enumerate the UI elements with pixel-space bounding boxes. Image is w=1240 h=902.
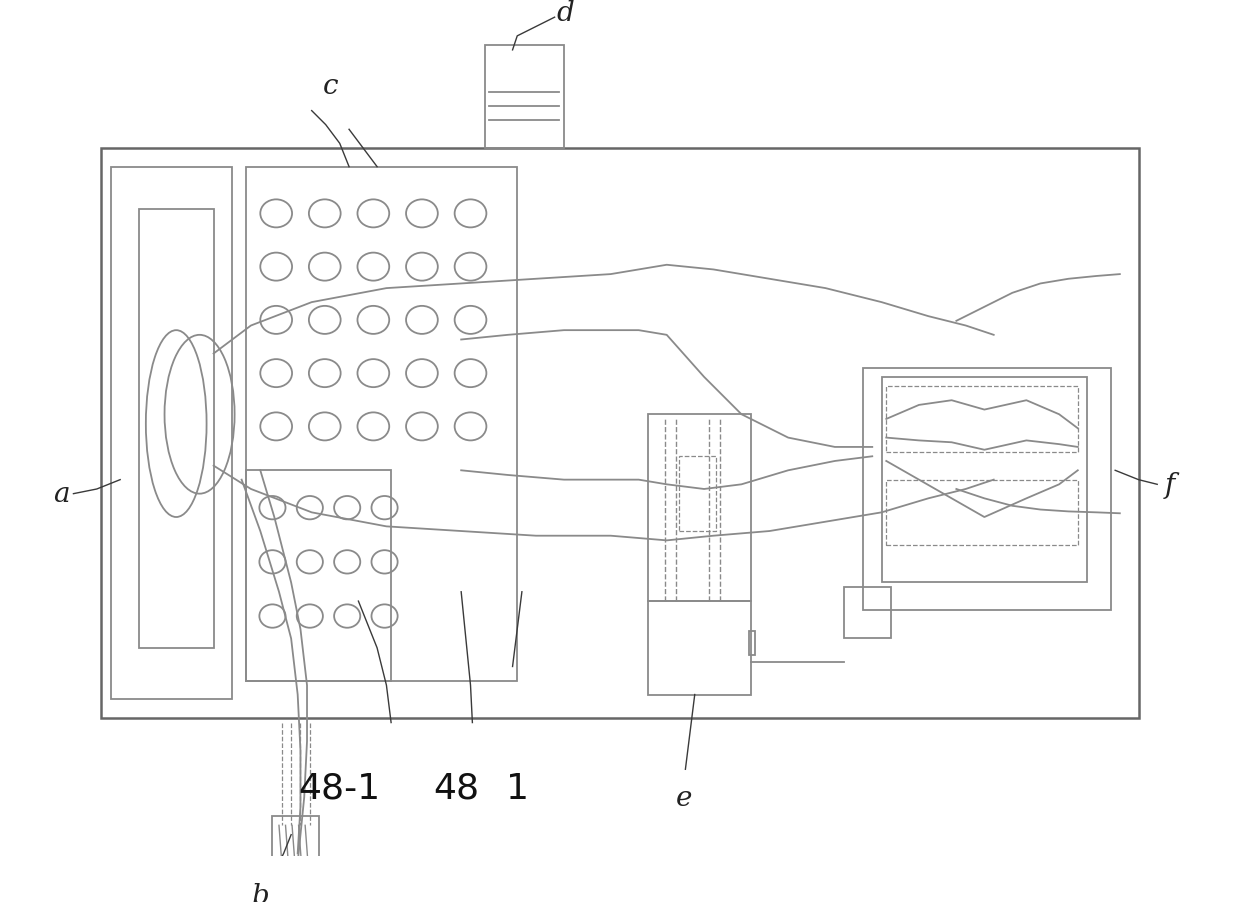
Text: f: f [1164,471,1174,498]
Text: b: b [252,882,269,902]
Text: c: c [322,73,339,100]
Bar [678,456,717,531]
Bar [247,168,517,681]
Text: 1: 1 [506,771,528,805]
Bar [110,168,232,699]
Bar [273,816,319,872]
Bar [139,209,213,649]
Bar [882,377,1087,583]
Bar [887,387,1078,452]
Text: e: e [676,784,692,811]
Bar [887,480,1078,546]
Bar [649,415,750,602]
Bar [247,471,391,681]
Bar [863,368,1111,611]
Bar [844,587,892,639]
Text: a: a [53,481,69,508]
Bar [102,149,1138,718]
Text: 48-1: 48-1 [299,771,381,805]
Bar [485,46,564,149]
Text: d: d [557,0,574,27]
Bar [649,602,750,695]
Text: 48: 48 [434,771,480,805]
Bar [749,631,754,656]
